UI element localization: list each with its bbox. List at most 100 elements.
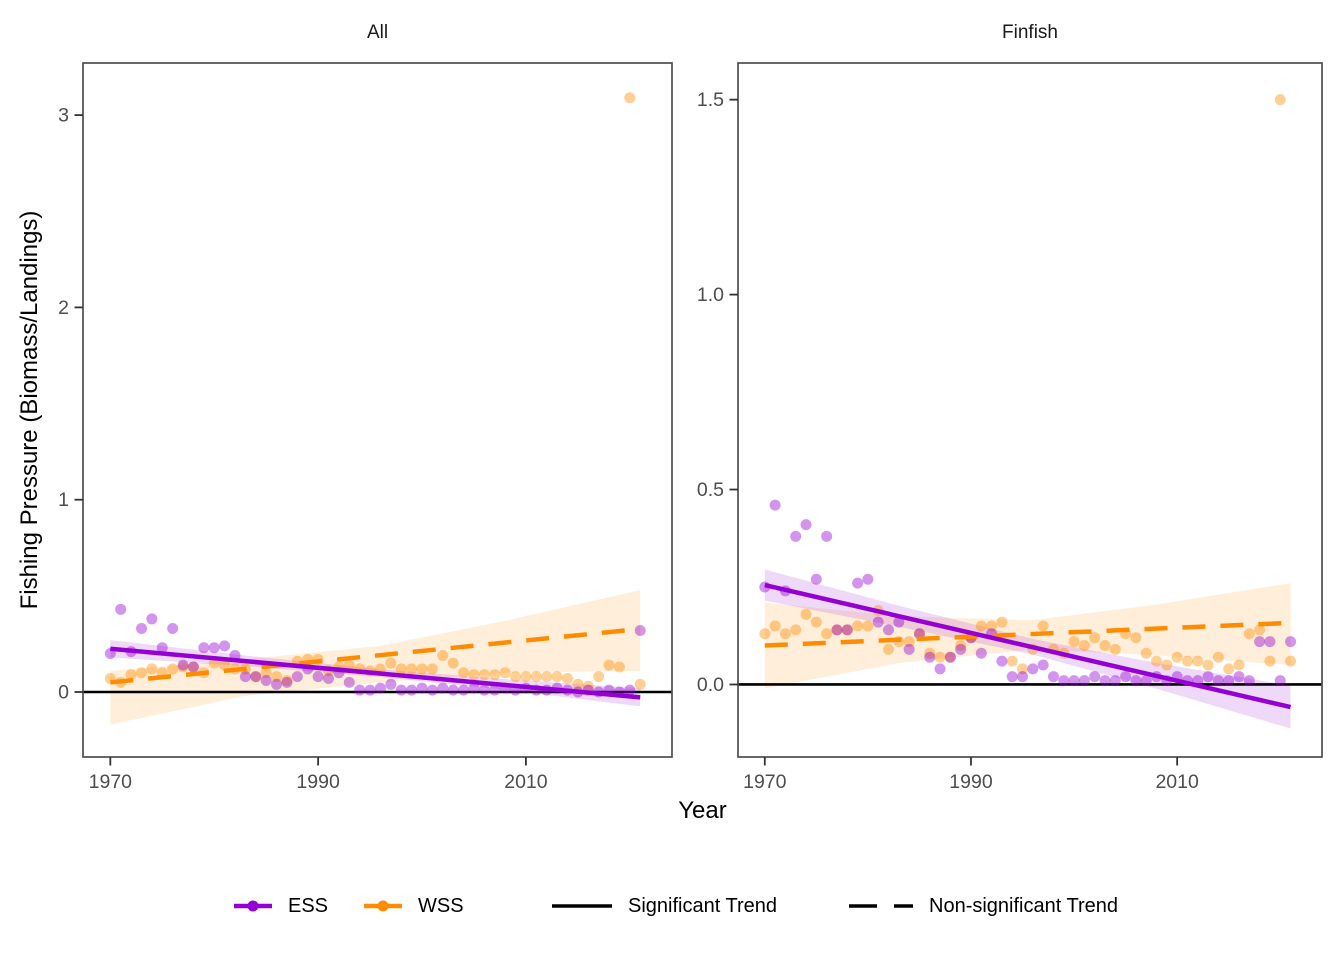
scatter-point-ess	[281, 676, 293, 688]
scatter-point-wss	[1243, 628, 1255, 640]
legend-label-ess: ESS	[288, 894, 329, 917]
scatter-point-ess	[1047, 671, 1059, 683]
scatter-point-ess	[447, 684, 459, 696]
scatter-point-wss	[271, 671, 283, 683]
x-tick-label: 1990	[296, 771, 340, 793]
panel-border	[82, 62, 673, 758]
scatter-point-wss	[624, 92, 636, 104]
scatter-point-wss	[1140, 647, 1152, 659]
y-axis-title: Fishing Pressure (Biomass/Landings)	[16, 210, 43, 610]
scatter-point-wss	[1006, 655, 1018, 667]
scatter-point-wss	[986, 620, 998, 632]
scatter-point-wss	[478, 669, 490, 681]
scatter-point-wss	[759, 628, 771, 640]
trend-line-wss-nonsignificant	[110, 626, 641, 685]
scatter-point-ess	[187, 661, 199, 673]
scatter-point-wss	[541, 671, 553, 683]
legend-label-significant-trend: Significant Trend	[628, 894, 777, 917]
scatter-point-wss	[821, 628, 833, 640]
scatter-point-ess	[893, 616, 905, 628]
scatter-point-wss	[561, 673, 573, 685]
scatter-point-wss	[551, 671, 563, 683]
scatter-point-ess	[862, 573, 874, 585]
scatter-point-ess	[975, 647, 987, 659]
y-tick-label: 1.5	[697, 89, 724, 111]
scatter-point-wss	[1109, 643, 1121, 655]
scatter-point-wss	[1151, 655, 1163, 667]
scatter-point-ess	[239, 671, 251, 683]
scatter-point-ess	[790, 530, 802, 542]
scatter-point-ess	[343, 676, 355, 688]
scatter-point-ess	[924, 651, 936, 663]
scatter-point-ess	[364, 684, 376, 696]
scatter-point-ess	[1285, 636, 1297, 648]
scatter-point-wss	[903, 636, 915, 648]
y-tick-label: 3	[58, 105, 69, 127]
scatter-point-ess	[934, 663, 946, 675]
scatter-point-wss	[1089, 632, 1101, 644]
scatter-point-wss	[416, 663, 428, 675]
scatter-point-ess	[831, 624, 843, 636]
scatter-point-ess	[1027, 663, 1039, 675]
scatter-point-wss	[603, 659, 615, 671]
scatter-point-ess	[115, 603, 127, 615]
scatter-point-wss	[779, 628, 791, 640]
scatter-point-wss	[1274, 94, 1286, 106]
scatter-point-ess	[395, 684, 407, 696]
scatter-point-wss	[572, 678, 584, 690]
scatter-point-ess	[883, 624, 895, 636]
scatter-point-wss	[1212, 651, 1224, 663]
y-tick-label: 0.5	[697, 479, 724, 501]
dashed-line-key-icon	[849, 904, 913, 908]
scatter-point-wss	[177, 661, 189, 673]
scatter-point-wss	[831, 624, 843, 636]
scatter-point-ess	[1130, 675, 1142, 687]
scatter-point-wss	[395, 663, 407, 675]
legend-item-ess: ESS	[233, 890, 328, 922]
scatter-point-ess	[1264, 636, 1276, 648]
scatter-point-ess	[1078, 675, 1090, 687]
scatter-point-ess	[458, 684, 470, 696]
scatter-point-ess	[1017, 671, 1029, 683]
scatter-point-ess	[354, 684, 366, 696]
scatter-point-wss	[135, 667, 147, 679]
solid-line-key-icon	[552, 904, 612, 908]
scatter-point-ess	[1254, 636, 1266, 648]
scatter-point-wss	[1130, 632, 1142, 644]
scatter-point-wss	[1017, 663, 1029, 675]
scatter-point-wss	[1264, 655, 1276, 667]
scatter-point-wss	[1068, 636, 1080, 648]
scatter-point-wss	[862, 620, 874, 632]
scatter-point-ess	[468, 682, 480, 694]
scatter-point-wss	[530, 671, 542, 683]
scatter-point-ess	[156, 642, 168, 654]
scatter-point-ess	[250, 671, 262, 683]
scatter-point-wss	[934, 651, 946, 663]
scatter-point-ess	[800, 519, 812, 531]
scatter-point-wss	[1099, 639, 1111, 651]
scatter-point-wss	[1171, 651, 1183, 663]
scatter-point-ess	[177, 659, 189, 671]
scatter-point-ess	[406, 684, 418, 696]
y-tick-label: 0	[58, 682, 69, 704]
scatter-point-wss	[489, 669, 501, 681]
scatter-point-ess	[1202, 671, 1214, 683]
panel-border	[737, 62, 1323, 758]
scatter-point-wss	[800, 608, 812, 620]
scatter-point-wss	[281, 674, 293, 686]
scatter-point-wss	[499, 667, 511, 679]
scatter-point-wss	[955, 639, 967, 651]
scatter-point-wss	[167, 663, 179, 675]
scatter-point-ess	[312, 671, 324, 683]
scatter-point-ess	[1099, 675, 1111, 687]
y-tick-label: 1	[58, 489, 69, 511]
y-tick-label: 0.0	[697, 674, 724, 696]
scatter-point-ess	[903, 643, 915, 655]
scatter-point-wss	[996, 616, 1008, 628]
scatter-point-ess	[944, 651, 956, 663]
scatter-point-ess	[146, 613, 158, 625]
x-tick-label: 2010	[1155, 771, 1199, 793]
scatter-point-wss	[1037, 620, 1049, 632]
wss-legend-key-icon	[364, 900, 402, 912]
scatter-point-wss	[810, 616, 822, 628]
